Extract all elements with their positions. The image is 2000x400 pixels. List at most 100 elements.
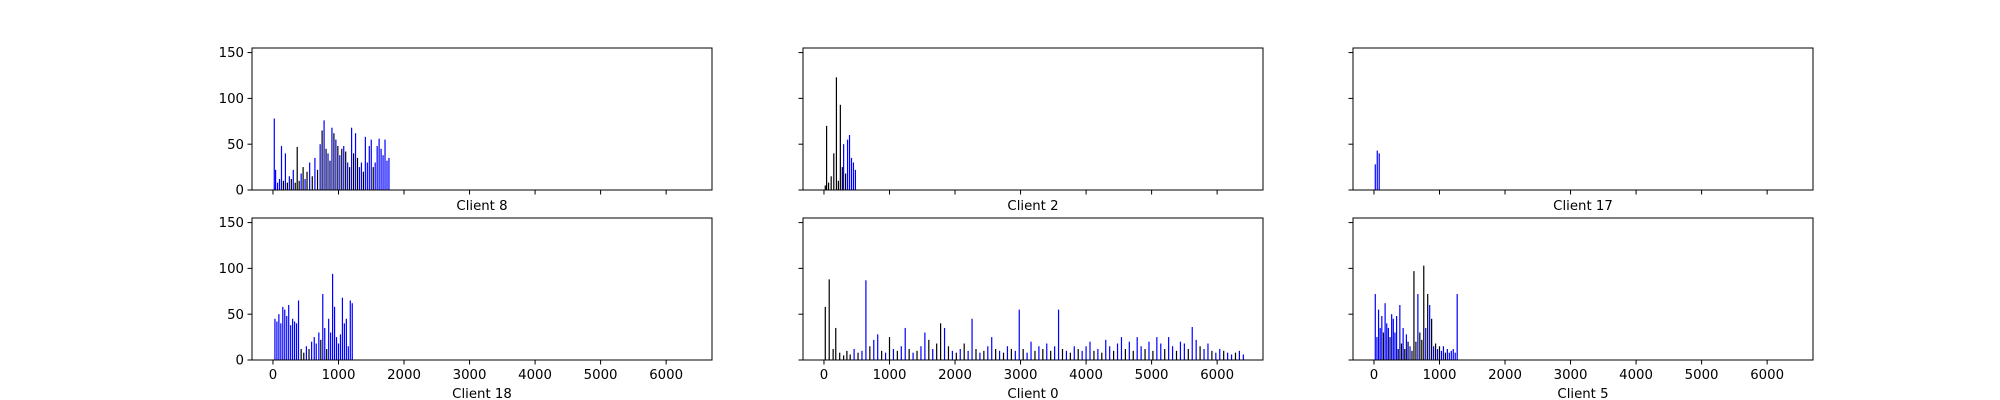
x-tick-label: 0 [820, 368, 828, 383]
bar [321, 130, 323, 190]
bar [1187, 349, 1189, 360]
bar [319, 144, 321, 190]
bar [297, 300, 300, 360]
bar [824, 185, 826, 190]
bar [1448, 352, 1450, 360]
y-tick-label: 100 [219, 262, 244, 277]
bar [313, 337, 315, 360]
bar [1404, 349, 1406, 360]
bar [343, 323, 345, 360]
x-tick-label: 0 [1370, 368, 1378, 383]
bar [1382, 332, 1385, 360]
bar [1101, 352, 1103, 360]
bar [1124, 349, 1126, 360]
bar [892, 349, 895, 360]
bar [1391, 314, 1393, 360]
bar [865, 280, 867, 360]
bar [825, 125, 828, 190]
bar [839, 104, 841, 190]
bar [339, 334, 342, 360]
bar [333, 133, 335, 190]
bar [852, 162, 855, 190]
bar [924, 332, 926, 360]
bar [1421, 339, 1423, 360]
bar [1105, 339, 1107, 360]
bar [284, 309, 286, 360]
bar [324, 327, 326, 360]
bar [1434, 343, 1437, 360]
bar [328, 318, 330, 360]
bar [1379, 327, 1381, 360]
bar [305, 346, 307, 360]
bar [1183, 343, 1185, 360]
bar [843, 144, 845, 190]
bar [827, 182, 830, 190]
bar [1148, 341, 1150, 360]
bar [296, 146, 298, 190]
bar [1077, 349, 1079, 360]
bar [294, 182, 296, 190]
bar [1374, 294, 1376, 360]
bar [286, 316, 288, 360]
subplot-6: 0 1000 2000 3000 4000 5000 6000 Client 5 [1348, 217, 1814, 400]
bar [1452, 349, 1454, 360]
bar [343, 146, 345, 190]
bar [1438, 346, 1441, 360]
bar [1411, 350, 1413, 360]
bar [1429, 305, 1431, 360]
bar [1227, 352, 1229, 360]
y-tick-label: 150 [219, 46, 244, 61]
bar [1018, 309, 1020, 360]
x-tick-label: 4000 [1619, 368, 1653, 383]
bar [833, 153, 835, 190]
bar [337, 146, 339, 190]
subplot-4: 0 50 100 150 0 1000 2000 3000 4000 5000 6000 Client… [219, 216, 713, 400]
bar [951, 350, 953, 360]
bar [341, 148, 343, 190]
subplot-xlabel: Client 0 [1007, 387, 1058, 400]
bar [335, 139, 337, 190]
bar [828, 279, 830, 360]
bar [1440, 350, 1443, 360]
bar [1069, 352, 1071, 360]
bar [846, 350, 848, 360]
bar [916, 350, 918, 360]
bar [888, 337, 891, 360]
bar [335, 337, 338, 360]
bar [1128, 341, 1130, 360]
subplot-3: Client 17 [1348, 47, 1814, 214]
bar [347, 346, 349, 360]
bar [1089, 341, 1091, 360]
bar [1392, 318, 1394, 360]
bar [1389, 337, 1391, 360]
bar [1073, 346, 1075, 360]
bar [1409, 346, 1411, 360]
bar-group [274, 273, 353, 360]
bar [983, 350, 985, 360]
bar [376, 146, 378, 190]
bar [877, 334, 879, 360]
bar [824, 306, 826, 360]
x-tick-label: 5000 [584, 368, 618, 383]
bar [1199, 346, 1201, 360]
axes-frame [1352, 47, 1814, 191]
axes-frame [251, 47, 713, 191]
bar [345, 318, 347, 360]
x-tick-label: 2000 [1488, 368, 1522, 383]
bar [1400, 343, 1403, 360]
bar [928, 339, 930, 360]
bar [1203, 349, 1205, 360]
bar [351, 303, 353, 360]
bar [309, 162, 311, 190]
bar [386, 160, 388, 190]
bar [881, 350, 883, 360]
subplot-2: Client 2 [798, 47, 1264, 214]
bar [1171, 346, 1174, 360]
bar [1050, 350, 1052, 360]
bar [290, 325, 292, 360]
bar [282, 180, 285, 190]
bar [1433, 346, 1435, 360]
bar [1238, 350, 1241, 360]
x-tick-label: 1000 [873, 368, 907, 383]
